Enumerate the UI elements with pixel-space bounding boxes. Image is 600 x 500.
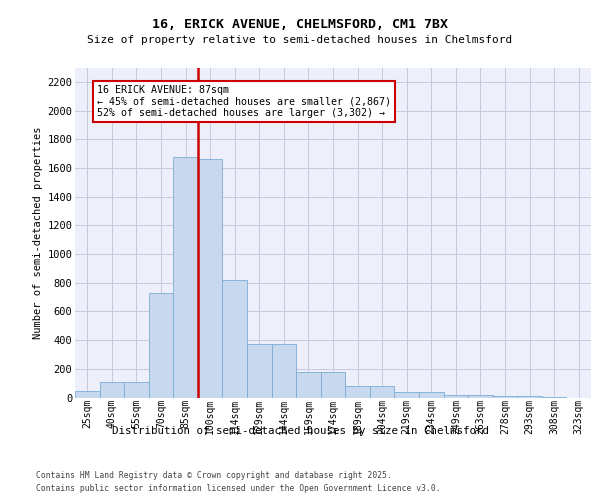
Bar xyxy=(124,382,149,398)
Bar xyxy=(468,394,493,398)
Bar xyxy=(223,280,247,398)
Text: 16, ERICK AVENUE, CHELMSFORD, CM1 7BX: 16, ERICK AVENUE, CHELMSFORD, CM1 7BX xyxy=(152,18,448,30)
Bar xyxy=(345,386,370,398)
Bar xyxy=(443,394,468,398)
Text: Contains public sector information licensed under the Open Government Licence v3: Contains public sector information licen… xyxy=(36,484,440,493)
Bar xyxy=(247,344,272,398)
Bar xyxy=(419,392,443,398)
Bar xyxy=(100,382,124,398)
Bar xyxy=(149,293,173,398)
Bar xyxy=(542,397,566,398)
Bar xyxy=(173,157,198,398)
Bar xyxy=(75,391,100,398)
Bar xyxy=(198,160,223,398)
Bar xyxy=(394,392,419,398)
Bar xyxy=(370,386,394,398)
Text: 16 ERICK AVENUE: 87sqm
← 45% of semi-detached houses are smaller (2,867)
52% of : 16 ERICK AVENUE: 87sqm ← 45% of semi-det… xyxy=(97,84,391,118)
Bar xyxy=(321,372,345,398)
Text: Distribution of semi-detached houses by size in Chelmsford: Distribution of semi-detached houses by … xyxy=(112,426,488,436)
Bar xyxy=(272,344,296,398)
Y-axis label: Number of semi-detached properties: Number of semi-detached properties xyxy=(33,126,43,339)
Bar xyxy=(517,396,542,398)
Text: Contains HM Land Registry data © Crown copyright and database right 2025.: Contains HM Land Registry data © Crown c… xyxy=(36,471,392,480)
Bar xyxy=(493,396,517,398)
Text: Size of property relative to semi-detached houses in Chelmsford: Size of property relative to semi-detach… xyxy=(88,35,512,45)
Bar xyxy=(296,372,321,398)
